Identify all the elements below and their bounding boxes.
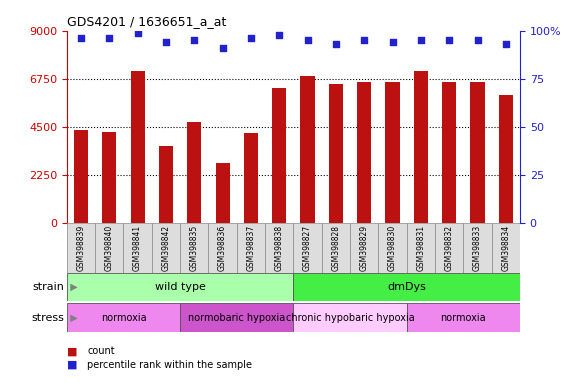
Text: GDS4201 / 1636651_a_at: GDS4201 / 1636651_a_at [67,15,226,28]
Point [162,39,171,45]
Text: GSM398835: GSM398835 [190,225,199,271]
Text: GSM398833: GSM398833 [473,225,482,271]
Text: GSM398828: GSM398828 [331,225,340,271]
Bar [293,223,322,273]
Bar [293,303,407,332]
Point [76,35,85,41]
Text: GSM398836: GSM398836 [218,225,227,271]
Bar [357,82,371,223]
Text: ▶: ▶ [64,313,78,323]
Text: GSM398830: GSM398830 [388,225,397,271]
Text: GSM398837: GSM398837 [246,225,256,271]
Bar [498,95,513,223]
Bar [67,303,180,332]
Text: GSM398827: GSM398827 [303,225,312,271]
Bar [180,223,209,273]
Bar [67,273,293,301]
Bar [244,133,258,223]
Point [444,37,454,43]
Bar [471,82,485,223]
Point [218,45,227,51]
Text: normoxia: normoxia [440,313,486,323]
Bar [435,223,464,273]
Bar [209,223,237,273]
Text: count: count [87,346,115,356]
Text: ■: ■ [67,360,77,370]
Bar [407,223,435,273]
Bar [272,88,286,223]
Point [416,37,425,43]
Point [360,37,369,43]
Point [189,37,199,43]
Text: ▶: ▶ [64,282,78,292]
Point [275,31,284,38]
Text: strain: strain [32,282,64,292]
Bar [350,223,378,273]
Text: normoxia: normoxia [101,313,146,323]
Text: GSM398839: GSM398839 [77,225,85,271]
Text: GSM398840: GSM398840 [105,225,114,271]
Bar [67,223,95,273]
Bar [378,223,407,273]
Bar [131,71,145,223]
Bar [216,163,229,223]
Text: GSM398832: GSM398832 [444,225,454,271]
Point [501,41,511,47]
Bar [293,273,520,301]
Point [331,41,340,47]
Bar [95,223,123,273]
Bar [385,82,400,223]
Bar [414,71,428,223]
Text: wild type: wild type [155,282,206,292]
Point [133,30,142,36]
Bar [300,76,315,223]
Bar [442,82,456,223]
Bar [322,223,350,273]
Point [303,37,312,43]
Bar [102,132,116,223]
Text: dmDys: dmDys [388,282,426,292]
Text: GSM398841: GSM398841 [133,225,142,271]
Point [246,35,256,41]
Bar [492,223,520,273]
Text: GSM398834: GSM398834 [501,225,510,271]
Text: GSM398829: GSM398829 [360,225,369,271]
Bar [464,223,492,273]
Bar [407,303,520,332]
Bar [187,122,202,223]
Text: ■: ■ [67,346,77,356]
Bar [237,223,265,273]
Point [105,35,114,41]
Text: GSM398842: GSM398842 [162,225,170,271]
Text: normobaric hypoxia: normobaric hypoxia [188,313,285,323]
Bar [159,146,173,223]
Text: chronic hypobaric hypoxia: chronic hypobaric hypoxia [286,313,414,323]
Text: percentile rank within the sample: percentile rank within the sample [87,360,252,370]
Bar [329,84,343,223]
Text: GSM398831: GSM398831 [417,225,425,271]
Bar [265,223,293,273]
Bar [123,223,152,273]
Bar [180,303,293,332]
Bar [152,223,180,273]
Text: stress: stress [31,313,64,323]
Point [473,37,482,43]
Point [388,39,397,45]
Bar [74,130,88,223]
Text: GSM398838: GSM398838 [275,225,284,271]
